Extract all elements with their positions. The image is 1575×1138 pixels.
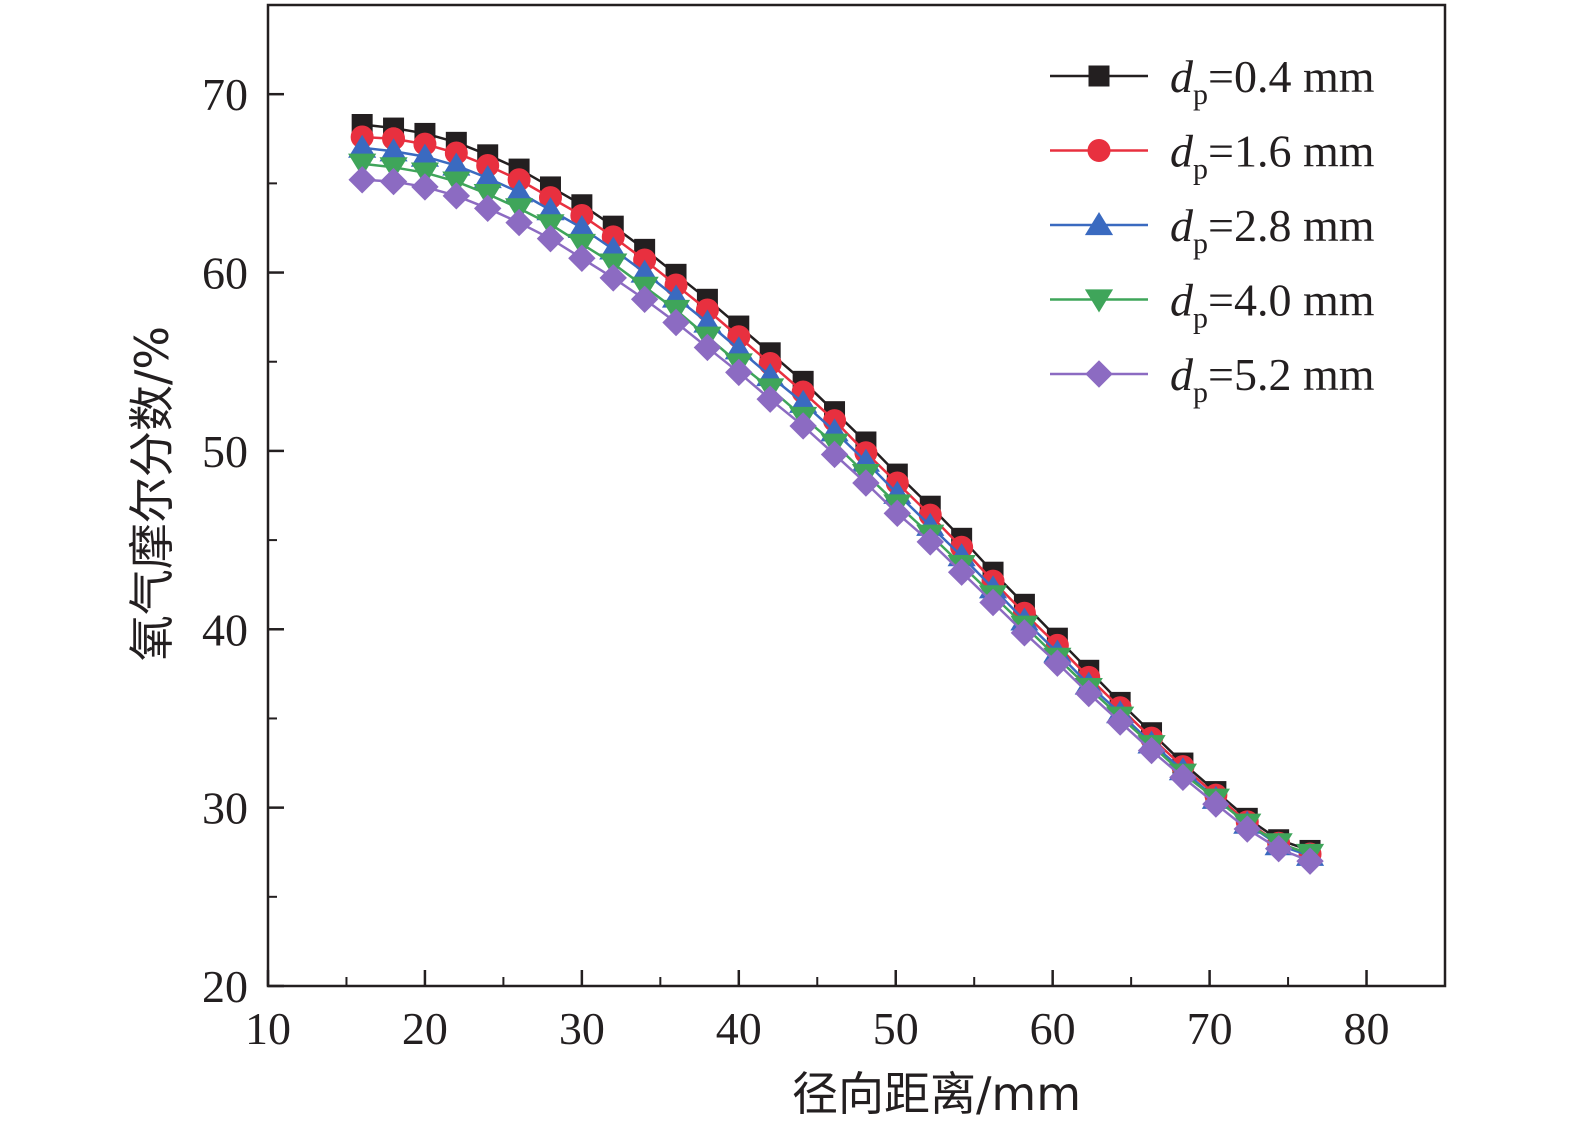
data-point [756, 385, 784, 413]
legend-marker [1088, 65, 1110, 87]
x-axis-title: 径向距离/mm [792, 1067, 1081, 1121]
legend-item: dp=0.4 mm [1050, 51, 1375, 111]
legend-marker [1084, 212, 1114, 236]
x-tick-label: 20 [402, 1003, 448, 1054]
data-point [1296, 847, 1324, 875]
data-point [1106, 708, 1134, 736]
data-point [1264, 834, 1293, 863]
x-tick-label: 80 [1344, 1003, 1390, 1054]
x-tick-label: 40 [716, 1003, 762, 1054]
series-line [362, 135, 1311, 856]
data-point [568, 244, 596, 272]
data-point [1137, 736, 1166, 765]
legend-marker [1087, 139, 1111, 162]
series-layer [348, 114, 1325, 875]
legend-label: dp=1.6 mm [1170, 126, 1375, 186]
data-point [883, 499, 912, 528]
data-point [348, 166, 376, 194]
data-point [599, 264, 627, 292]
plot-frame [266, 3, 1447, 988]
x-tick-label: 10 [245, 1003, 291, 1054]
y-tick-label: 30 [202, 783, 248, 834]
data-point [979, 588, 1007, 617]
data-point [1075, 679, 1103, 708]
data-point [1233, 815, 1261, 843]
x-tick-label: 30 [559, 1003, 605, 1054]
legend-marker [1084, 289, 1114, 313]
data-point [947, 558, 976, 586]
y-tick-label: 20 [202, 961, 248, 1012]
y-tick-label: 40 [202, 604, 248, 655]
legend-label: dp=5.2 mm [1170, 349, 1375, 409]
data-point [693, 333, 722, 362]
data-point [820, 440, 849, 469]
data-point [473, 194, 502, 223]
data-point [1043, 649, 1072, 677]
series-line [362, 162, 1311, 856]
legend-marker [1085, 360, 1113, 388]
series-line [362, 123, 1311, 852]
legend-item: dp=2.8 mm [1050, 200, 1375, 260]
data-point [442, 182, 471, 210]
data-point [852, 469, 880, 497]
data-point [1010, 619, 1039, 647]
data-point [505, 208, 533, 237]
x-tick-label: 70 [1187, 1003, 1233, 1054]
data-point [630, 285, 659, 314]
y-axis-ticks: 20 30 40 50 60 70 [202, 69, 284, 1012]
legend-item: dp=4.0 mm [1050, 275, 1375, 335]
y-tick-label: 70 [202, 69, 248, 120]
legend-label: dp=4.0 mm [1170, 275, 1375, 335]
y-tick-label: 60 [202, 248, 248, 299]
data-point [1202, 790, 1230, 818]
data-point [662, 308, 690, 337]
legend-item: dp=1.6 mm [1050, 126, 1375, 186]
data-point [725, 358, 753, 387]
x-tick-label: 50 [873, 1003, 919, 1054]
y-axis-title: 氧气摩尔分数/% [125, 326, 179, 661]
legend-label: dp=0.4 mm [1170, 51, 1375, 111]
legend: dp=0.4 mm dp=1.6 mm dp=2.8 mm dp=4.0 mm dp=5… [1050, 51, 1375, 409]
data-point [411, 173, 439, 201]
data-point [536, 224, 565, 253]
legend-item: dp=5.2 mm [1050, 349, 1375, 409]
y-tick-label: 50 [202, 426, 248, 477]
series-5 [348, 166, 1324, 875]
x-tick-label: 60 [1030, 1003, 1076, 1054]
data-point [1169, 763, 1197, 792]
x-axis-ticks: 10 20 30 40 50 60 70 80 [245, 970, 1390, 1054]
data-point [789, 412, 817, 440]
plot-area-border [266, 3, 1447, 988]
legend-label: dp=2.8 mm [1170, 200, 1375, 260]
data-point [916, 528, 944, 556]
data-point [348, 153, 377, 177]
data-point [379, 167, 408, 196]
